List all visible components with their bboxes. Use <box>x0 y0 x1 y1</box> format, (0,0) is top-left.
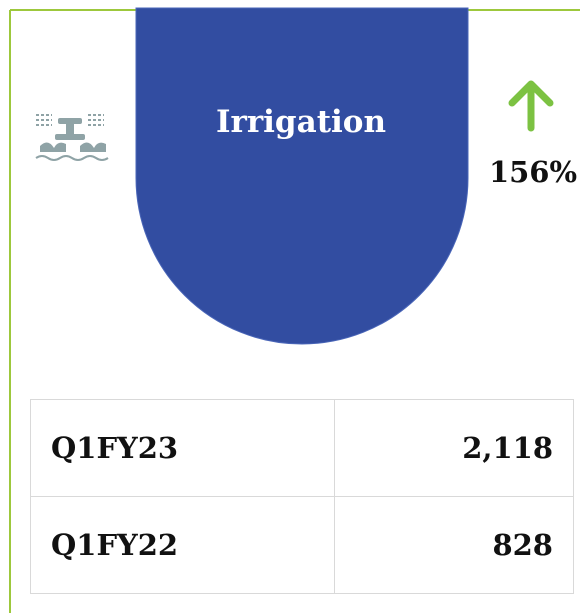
change-percent: 156% <box>489 155 577 189</box>
data-table: Q1FY23 2,118 Q1FY22 828 <box>29 399 574 594</box>
row-label: Q1FY22 <box>29 496 336 594</box>
row-value: 828 <box>334 496 574 594</box>
table-row: Q1FY22 828 <box>29 496 574 594</box>
row-value: 2,118 <box>334 399 574 497</box>
card-title: Irrigation <box>216 104 386 140</box>
irrigation-icon <box>35 114 109 161</box>
table-row: Q1FY23 2,118 <box>29 399 574 497</box>
row-label: Q1FY23 <box>29 399 336 497</box>
up-arrow <box>508 80 554 132</box>
title-shape <box>135 7 469 345</box>
